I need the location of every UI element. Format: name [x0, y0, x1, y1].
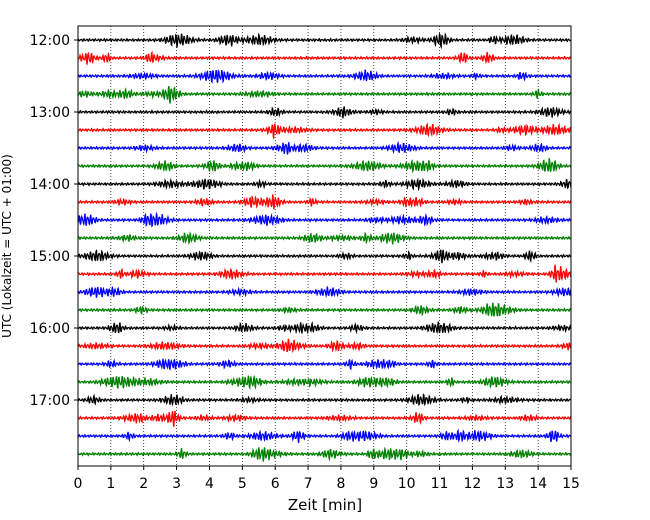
y-axis-label: UTC (Lokalzeit = UTC + 01:00): [0, 154, 14, 338]
x-tick-label: 4: [205, 476, 214, 492]
y-tick-label: 16:00: [30, 321, 70, 337]
x-ticks: 0 1 2 3 4 5 6 7 8 9 10 11 12 13 14 15: [74, 466, 580, 492]
seismic-traces: [77, 32, 572, 462]
seismic-trace: [77, 374, 572, 390]
seismic-trace: [77, 194, 572, 210]
seismic-trace: [77, 393, 572, 407]
y-tick-label: 14:00: [30, 177, 70, 193]
seismic-trace: [77, 302, 572, 317]
seismic-trace: [77, 177, 572, 192]
x-tick-label: 11: [431, 476, 449, 492]
seismic-trace: [77, 122, 572, 139]
seismic-trace: [77, 158, 572, 174]
y-tick-label: 15:00: [30, 249, 70, 265]
seismic-trace: [77, 50, 572, 65]
x-tick-label: 7: [304, 476, 313, 492]
x-tick-label: 2: [139, 476, 148, 492]
x-tick-label: 15: [562, 476, 580, 492]
x-tick-label: 1: [106, 476, 115, 492]
x-tick-label: 10: [398, 476, 416, 492]
x-tick-label: 6: [271, 476, 280, 492]
grid-lines: [110, 26, 539, 466]
plot-frame: [77, 25, 572, 467]
seismic-trace: [77, 446, 572, 462]
seismic-trace: [77, 32, 572, 50]
seismic-trace: [77, 140, 572, 155]
seismic-trace: [77, 85, 572, 104]
x-tick-label: 3: [172, 476, 181, 492]
seismic-trace: [77, 249, 572, 264]
seismic-trace: [77, 285, 572, 299]
x-tick-label: 9: [369, 476, 378, 492]
x-tick-label: 14: [529, 476, 547, 492]
y-ticks: 12:00 13:00 14:00 15:00 16:00 17:00: [30, 33, 78, 409]
seismic-trace: [77, 358, 572, 371]
x-tick-label: 0: [74, 476, 83, 492]
x-tick-label: 8: [336, 476, 345, 492]
seismic-trace: [77, 264, 572, 283]
seismic-trace: [77, 320, 572, 335]
y-tick-label: 17:00: [30, 393, 70, 409]
seismic-trace: [77, 338, 572, 354]
seismic-trace: [77, 211, 572, 228]
seismic-trace: [77, 68, 572, 84]
x-tick-label: 13: [496, 476, 514, 492]
x-axis-label: Zeit [min]: [288, 496, 362, 514]
x-tick-label: 5: [238, 476, 247, 492]
seismic-trace: [77, 428, 572, 443]
y-tick-label: 12:00: [30, 33, 70, 49]
seismic-trace: [77, 106, 572, 119]
seismic-trace: [77, 410, 572, 427]
x-tick-label: 12: [463, 476, 481, 492]
seismic-trace: [77, 231, 572, 245]
y-tick-label: 13:00: [30, 105, 70, 121]
